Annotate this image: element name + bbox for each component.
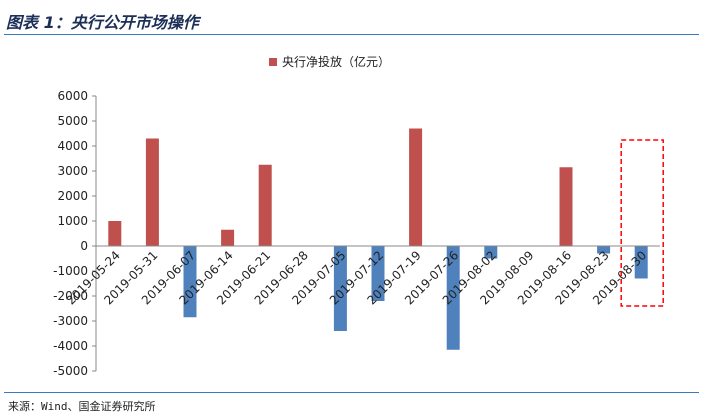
bar	[221, 229, 235, 246]
y-tick-label: -5000	[53, 364, 88, 378]
y-tick-label: 4000	[57, 139, 88, 153]
top-divider	[4, 34, 699, 35]
bar	[333, 246, 347, 331]
y-tick-label: -2000	[53, 289, 88, 303]
bar	[446, 246, 460, 350]
y-tick-label: -3000	[53, 314, 88, 328]
bar	[559, 167, 573, 246]
y-tick-label: 0	[80, 239, 88, 253]
y-tick-label: 3000	[57, 164, 88, 178]
y-tick-label: -4000	[53, 339, 88, 353]
bar	[597, 246, 611, 254]
bar	[371, 246, 385, 301]
y-tick-label: 6000	[57, 89, 88, 103]
y-tick-label: 1000	[57, 214, 88, 228]
y-tick-label: 5000	[57, 114, 88, 128]
page-title: 图表 1：央行公开市场操作	[6, 13, 199, 32]
highlight-box	[620, 139, 664, 307]
bar	[484, 246, 498, 259]
bar	[409, 128, 423, 246]
bar	[145, 138, 159, 246]
bar-chart: 央行净投放（亿元） 6000 5000 4000 3000 2000 1000 0 -1000 -…	[53, 54, 664, 378]
bar	[183, 246, 197, 318]
bar	[258, 164, 272, 246]
bar	[108, 221, 122, 246]
bottom-divider	[4, 392, 699, 393]
bar	[634, 246, 648, 279]
legend-swatch	[269, 58, 277, 66]
y-tick-label: -1000	[53, 264, 88, 278]
source-note: 来源：Wind、国金证券研究所	[8, 400, 156, 413]
y-tick-label: 2000	[57, 189, 88, 203]
legend-label: 央行净投放（亿元）	[282, 54, 390, 69]
